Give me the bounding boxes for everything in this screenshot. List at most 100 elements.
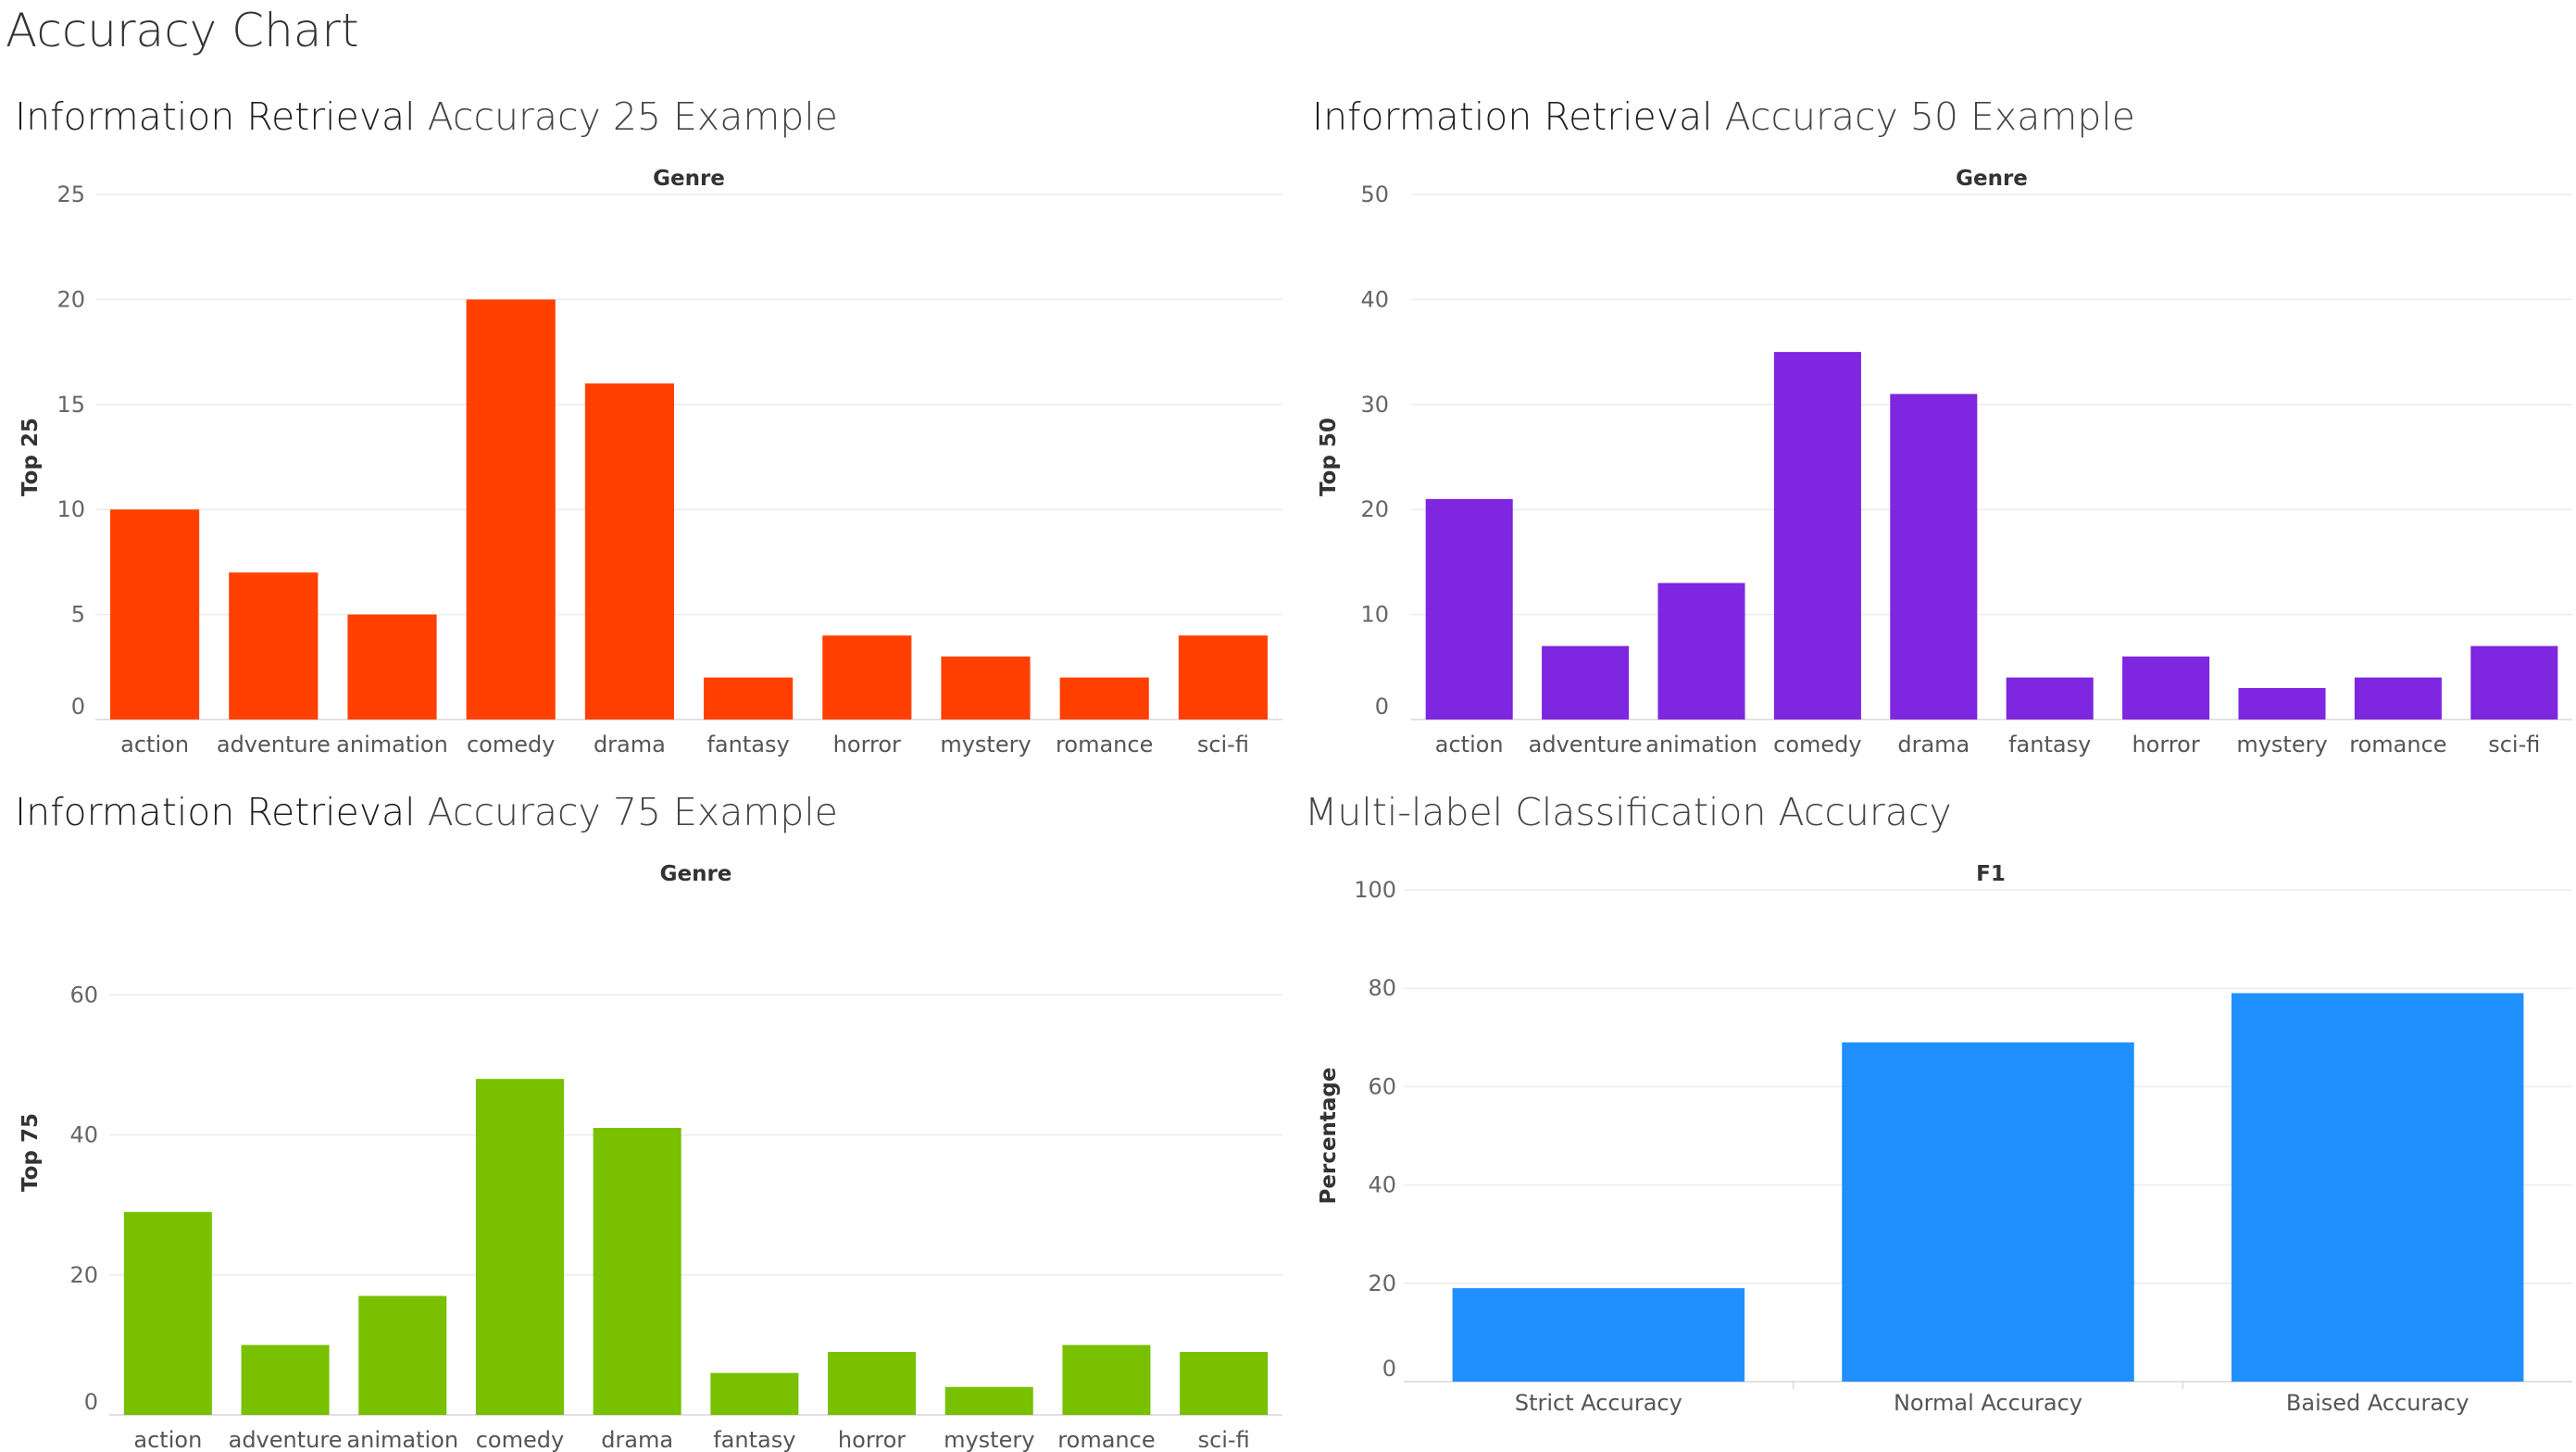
x-tick-label: comedy: [1773, 732, 1861, 757]
y-axis-label: Top 75: [19, 1113, 43, 1192]
x-tick-label: drama: [601, 1427, 673, 1452]
x-tick-label: comedy: [476, 1427, 564, 1452]
y-tick-label: 40: [1360, 286, 1389, 312]
y-tick-label: 40: [69, 1122, 98, 1148]
y-tick-label: 0: [71, 694, 85, 720]
x-tick-label: horror: [2132, 732, 2199, 757]
x-tick-label: action: [120, 732, 189, 757]
chart-header: Genre: [660, 862, 732, 886]
y-tick-label: 30: [1360, 392, 1389, 418]
bar-mystery[interactable]: [944, 1386, 1033, 1415]
bar-strict-accuracy[interactable]: [1452, 1288, 1745, 1382]
y-tick-label: 60: [1368, 1073, 1396, 1099]
chart-title: Multi-label Classification Accuracy: [1305, 790, 1952, 834]
bar-horror[interactable]: [828, 1351, 917, 1415]
x-tick-label: romance: [1057, 1427, 1155, 1452]
bar-adventure[interactable]: [241, 1345, 330, 1415]
chart-title: Information Retrieval Accuracy 25 Exampl…: [15, 94, 838, 139]
y-tick-label: 80: [1368, 975, 1396, 1001]
bar-fantasy[interactable]: [704, 677, 794, 720]
y-tick-label: 0: [84, 1389, 98, 1415]
chart-title-part2: Multi-label Classification Accuracy: [1305, 790, 1952, 834]
bar-romance[interactable]: [1059, 677, 1149, 720]
chart-panel-1: Information Retrieval Accuracy 25 Exampl…: [15, 94, 1282, 757]
x-tick-label: drama: [594, 732, 666, 757]
chart-title-part1: Information Retrieval: [15, 790, 428, 834]
bar-animation[interactable]: [358, 1296, 447, 1415]
x-tick-label: sci-fi: [1197, 732, 1249, 757]
x-tick-label: Baised Accuracy: [2286, 1390, 2470, 1416]
chart-title: Information Retrieval Accuracy 50 Exampl…: [1312, 94, 2135, 139]
x-tick-label: adventure: [1529, 732, 1643, 757]
bar-horror[interactable]: [822, 635, 912, 720]
bar-fantasy[interactable]: [2006, 677, 2094, 720]
chart-title-part2: Accuracy 75 Example: [428, 790, 838, 834]
y-tick-label: 40: [1368, 1172, 1396, 1198]
y-tick-label: 10: [56, 496, 85, 522]
x-tick-label: horror: [838, 1427, 906, 1452]
y-tick-label: 0: [1375, 694, 1389, 720]
x-tick-label: fantasy: [2008, 732, 2091, 757]
x-tick-label: Normal Accuracy: [1894, 1390, 2082, 1416]
bar-comedy[interactable]: [1773, 352, 1861, 720]
bar-fantasy[interactable]: [710, 1372, 799, 1415]
bar-action[interactable]: [110, 509, 200, 720]
x-tick-label: action: [133, 1427, 202, 1452]
bar-comedy[interactable]: [475, 1079, 564, 1415]
x-tick-label: fantasy: [713, 1427, 795, 1452]
x-tick-label: animation: [336, 732, 448, 757]
x-tick-label: animation: [346, 1427, 458, 1452]
y-tick-label: 10: [1360, 602, 1389, 628]
x-tick-label: animation: [1645, 732, 1757, 757]
y-tick-label: 15: [56, 392, 85, 418]
x-tick-label: sci-fi: [2488, 732, 2540, 757]
x-tick-label: adventure: [217, 732, 331, 757]
chart-header: Genre: [1956, 167, 2028, 191]
y-tick-label: 0: [1382, 1356, 1396, 1382]
x-tick-label: comedy: [467, 732, 555, 757]
y-tick-label: 25: [56, 182, 85, 207]
bar-romance[interactable]: [1062, 1345, 1151, 1415]
bar-comedy[interactable]: [466, 299, 556, 720]
bar-normal-accuracy[interactable]: [1842, 1042, 2134, 1382]
bar-romance[interactable]: [2354, 677, 2442, 720]
chart-header: F1: [1976, 862, 2006, 886]
chart-panel-4: Multi-label Classification Accuracy F1 0 20…: [1305, 790, 2572, 1416]
bar-mystery[interactable]: [2238, 687, 2326, 720]
x-tick-label: horror: [833, 732, 901, 757]
x-tick-label: fantasy: [707, 732, 789, 757]
chart-title-part2: Accuracy 25 Example: [428, 94, 838, 139]
bar-action[interactable]: [123, 1211, 212, 1415]
y-axis-label: Top 25: [19, 418, 43, 496]
x-tick-label: romance: [2349, 732, 2446, 757]
bar-baised-accuracy[interactable]: [2231, 993, 2524, 1382]
chart-panel-2: Information Retrieval Accuracy 50 Exampl…: [1312, 94, 2572, 757]
bar-sci-fi[interactable]: [2470, 645, 2558, 720]
chart-header: Genre: [653, 167, 725, 191]
bar-mystery[interactable]: [941, 656, 1031, 720]
y-tick-label: 50: [1360, 182, 1389, 207]
bar-sci-fi[interactable]: [1180, 1351, 1269, 1415]
bar-adventure[interactable]: [229, 572, 319, 720]
bar-horror[interactable]: [2122, 656, 2210, 720]
x-tick-label: sci-fi: [1198, 1427, 1250, 1452]
bar-sci-fi[interactable]: [1178, 635, 1268, 720]
bar-drama[interactable]: [593, 1128, 682, 1415]
bar-animation[interactable]: [1657, 582, 1745, 720]
y-tick-label: 100: [1354, 877, 1396, 903]
page-title: Accuracy Chart: [6, 4, 359, 57]
y-axis-label: Top 50: [1317, 418, 1341, 496]
bar-drama[interactable]: [1890, 394, 1978, 720]
x-tick-label: romance: [1056, 732, 1153, 757]
bar-animation[interactable]: [347, 614, 437, 720]
bar-action[interactable]: [1425, 498, 1513, 720]
y-tick-label: 20: [1368, 1270, 1396, 1296]
bar-drama[interactable]: [584, 383, 674, 720]
x-tick-label: Strict Accuracy: [1515, 1390, 1682, 1416]
bar-adventure[interactable]: [1542, 645, 1630, 720]
y-tick-label: 5: [71, 602, 85, 628]
chart-title-part1: Information Retrieval: [1312, 94, 1725, 139]
y-tick-label: 20: [69, 1262, 98, 1288]
y-axis-label: Percentage: [1317, 1068, 1341, 1205]
chart-panel-3: Information Retrieval Accuracy 75 Exampl…: [15, 790, 1282, 1452]
